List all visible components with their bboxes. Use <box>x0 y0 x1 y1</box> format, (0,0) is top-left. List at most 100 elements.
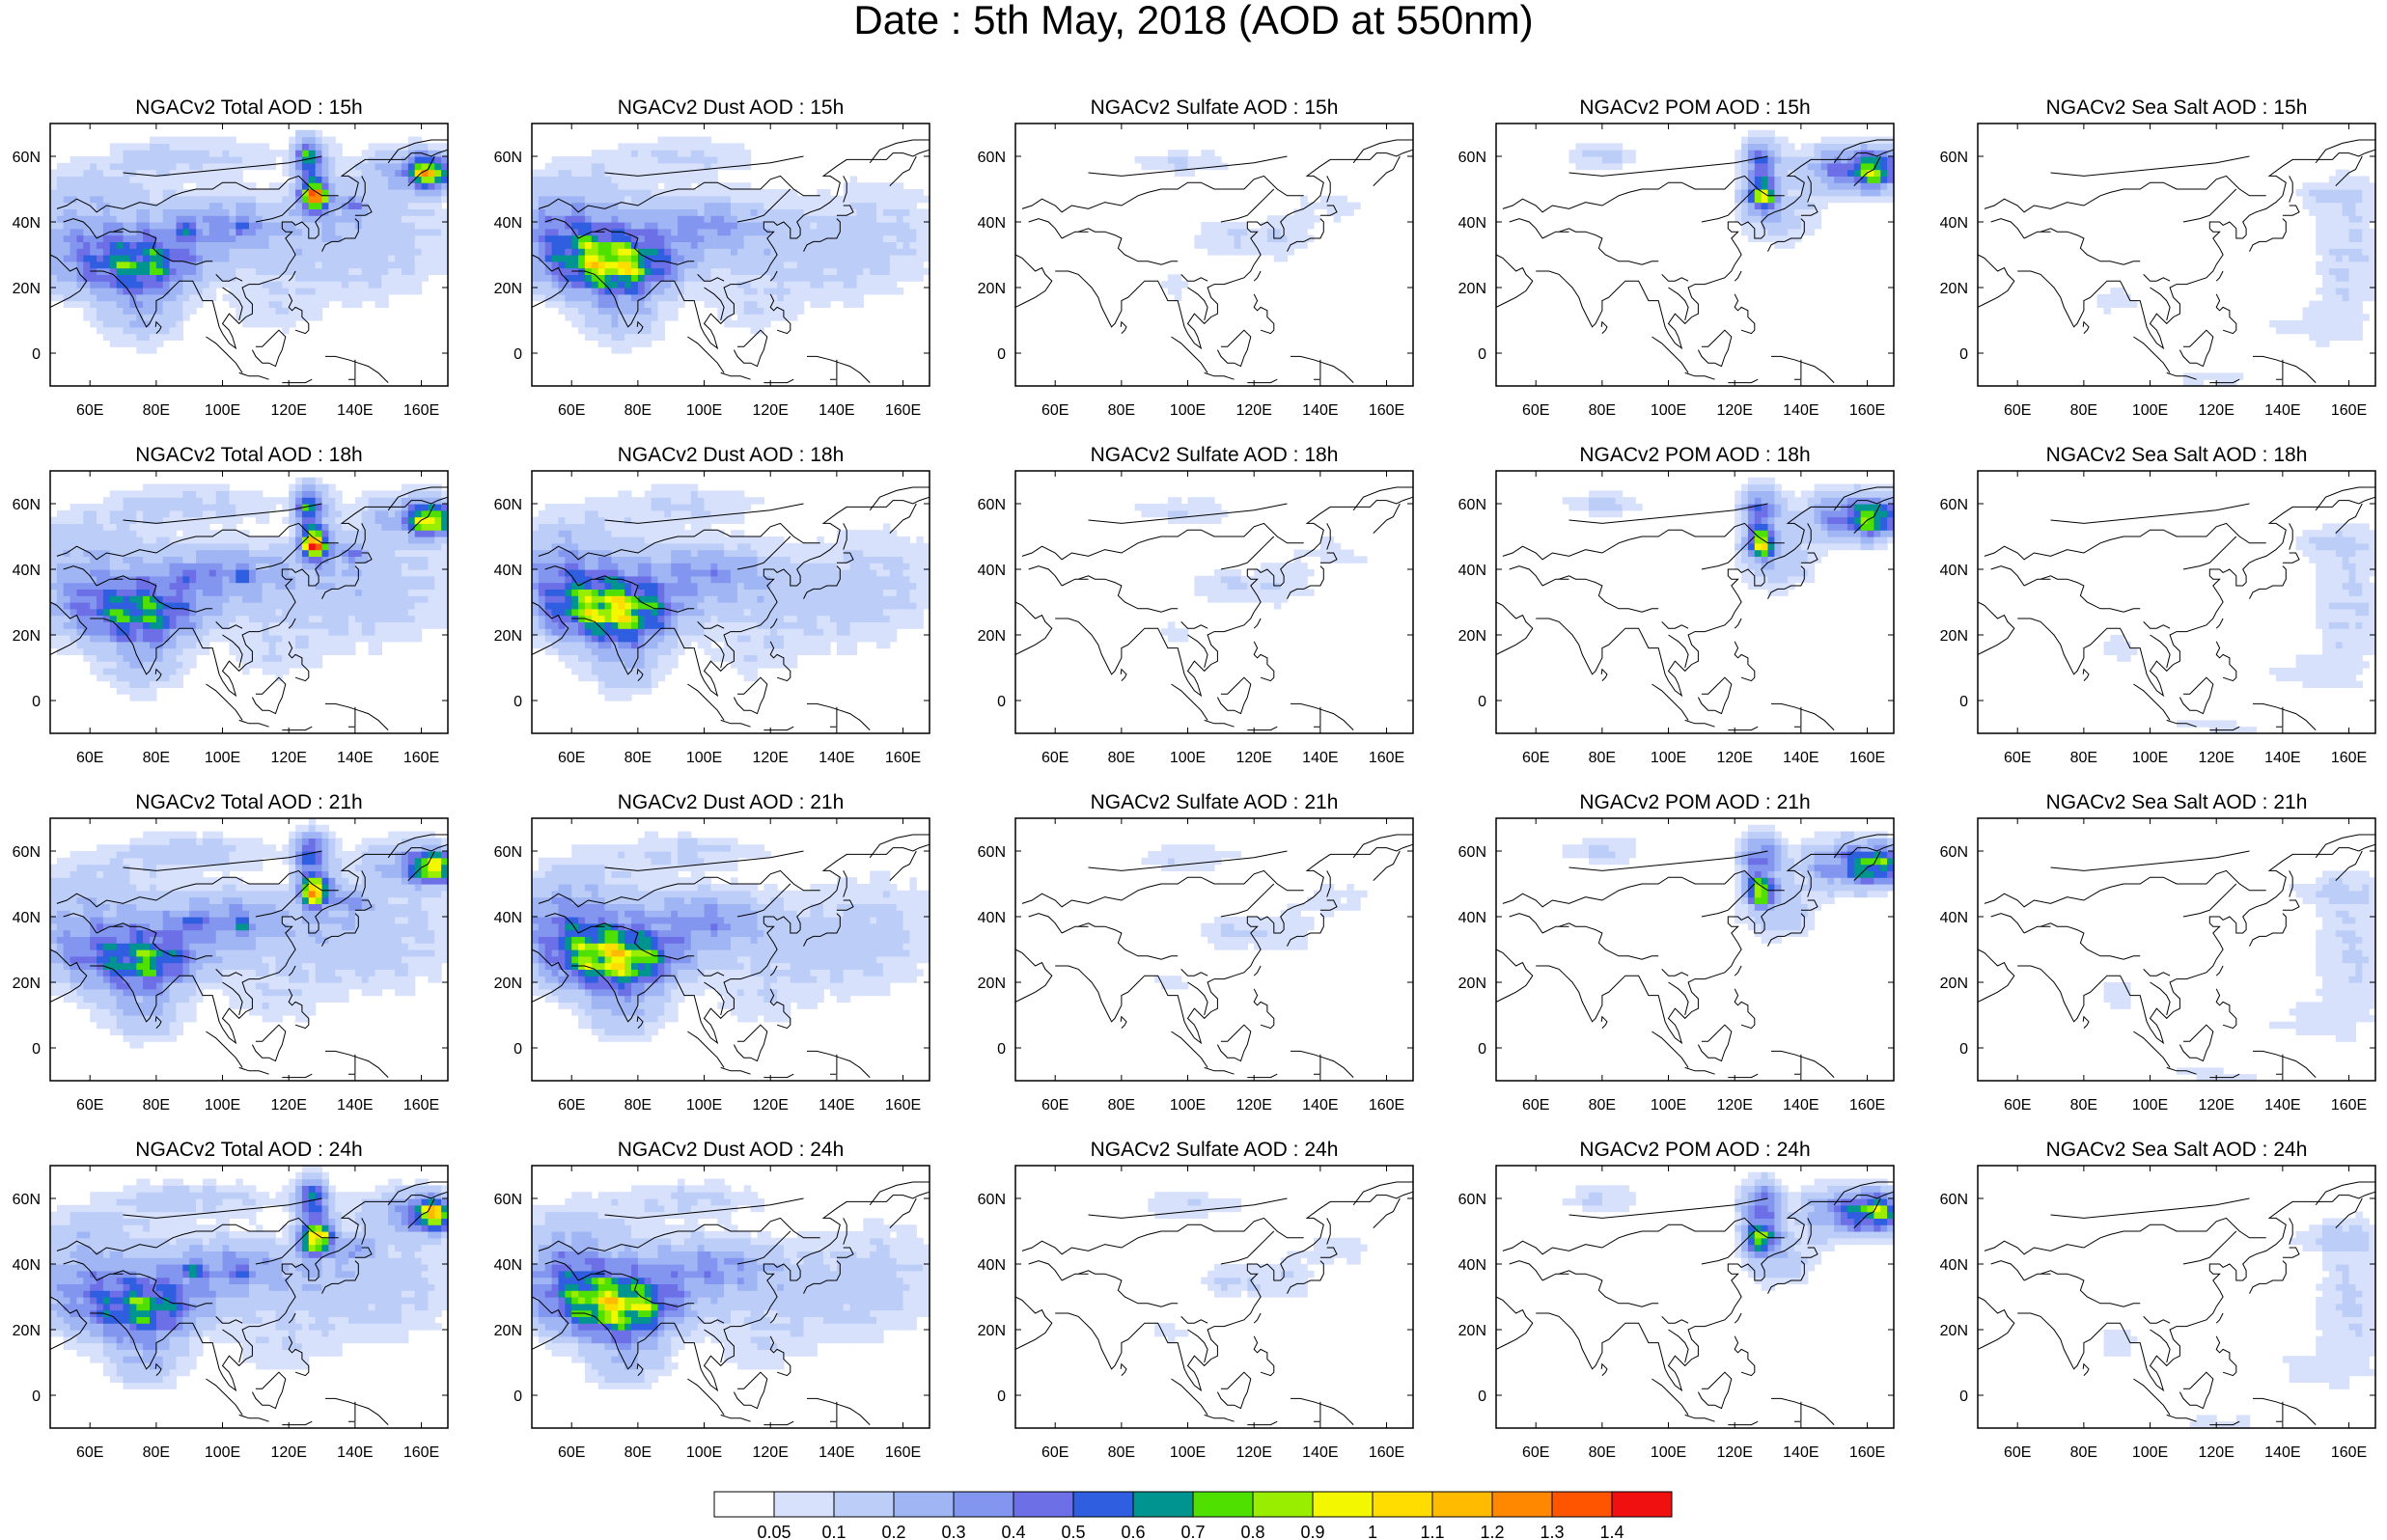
aod-cell <box>69 208 78 216</box>
aod-cell <box>2335 169 2344 177</box>
aod-cell <box>289 136 296 144</box>
aod-cell <box>249 615 257 622</box>
coastline <box>2315 139 2375 164</box>
aod-cell <box>109 654 118 662</box>
aod-cell <box>750 248 759 256</box>
aod-cell <box>162 635 171 643</box>
aod-cell <box>321 288 329 295</box>
aod-cell <box>328 234 336 242</box>
aod-cell <box>1280 241 1289 249</box>
aod-cell <box>544 169 553 177</box>
aod-cell <box>657 267 665 275</box>
aod-cell <box>1874 162 1881 171</box>
aod-cell <box>208 208 217 216</box>
aod-cell <box>604 267 612 275</box>
aod-cell <box>182 563 190 570</box>
aod-cell <box>388 248 396 256</box>
aod-cell <box>375 208 382 216</box>
aod-cell <box>1781 182 1789 190</box>
aod-cell <box>249 208 257 216</box>
aod-cell <box>348 215 356 223</box>
aod-cell <box>182 497 190 505</box>
aod-cell <box>736 222 745 230</box>
aod-cell <box>532 195 540 204</box>
aod-cell <box>102 320 111 328</box>
aod-cell <box>736 274 745 282</box>
aod-cell <box>671 274 679 282</box>
aod-cell <box>282 504 290 511</box>
aod-cell <box>2342 215 2350 223</box>
aod-cell <box>421 222 429 230</box>
aod-cell <box>222 549 230 557</box>
aod-cell <box>2355 228 2363 236</box>
aod-cell <box>282 595 290 603</box>
aod-cell <box>770 281 778 289</box>
aod-cell <box>262 654 270 662</box>
aod-cell <box>690 267 699 275</box>
aod-cell <box>63 647 71 655</box>
aod-cell <box>50 255 58 262</box>
coastline <box>1853 155 1881 186</box>
aod-cell <box>143 261 151 269</box>
aod-cell <box>215 608 224 617</box>
aod-cell <box>1820 189 1828 197</box>
aod-cell <box>102 595 111 603</box>
aod-cell <box>843 293 851 302</box>
aod-cell <box>268 288 277 295</box>
aod-cell <box>289 241 296 249</box>
aod-cell <box>664 222 672 230</box>
aod-cell <box>697 234 706 242</box>
aod-cell <box>109 288 118 295</box>
lon-tick-label: 60E <box>1522 402 1549 419</box>
aod-cell <box>354 182 363 190</box>
aod-cell <box>584 293 593 302</box>
aod-cell <box>255 602 264 610</box>
aod-cell <box>129 234 137 242</box>
aod-cell <box>222 241 230 249</box>
aod-cell <box>83 536 91 544</box>
aod-cell <box>335 255 343 262</box>
aod-cell <box>916 215 924 223</box>
aod-cell <box>783 208 791 216</box>
aod-cell <box>63 628 71 636</box>
aod-cell <box>584 162 593 171</box>
aod-cell <box>229 150 236 157</box>
coastline <box>1684 371 1715 380</box>
aod-cell <box>342 202 349 209</box>
aod-cell <box>155 169 164 177</box>
map-frame <box>1014 123 1414 387</box>
aod-cell <box>129 536 137 544</box>
aod-cell <box>196 136 204 144</box>
aod-cell <box>558 215 566 223</box>
aod-cell <box>90 261 97 269</box>
aod-cell <box>255 189 264 197</box>
aod-cell <box>335 288 343 295</box>
aod-cell <box>849 222 858 230</box>
aod-cell <box>578 261 586 269</box>
aod-cell <box>109 549 118 557</box>
aod-cell <box>176 222 183 230</box>
aod-cell <box>335 208 343 216</box>
aod-cell <box>578 274 586 282</box>
aod-cell <box>1747 182 1756 190</box>
aod-cell <box>229 589 236 596</box>
aod-cell <box>407 288 416 295</box>
aod-cell <box>2348 182 2356 190</box>
aod-cell <box>401 176 409 183</box>
aod-cell <box>697 248 706 256</box>
aod-cell <box>169 307 178 315</box>
aod-cell <box>143 608 151 617</box>
aod-cell <box>242 320 250 328</box>
aod-cell <box>710 156 718 164</box>
aod-cell <box>289 490 296 498</box>
aod-cell <box>289 314 296 321</box>
aod-cell <box>1273 222 1282 230</box>
aod-cell <box>441 215 449 223</box>
aod-cell <box>870 182 877 190</box>
aod-cell <box>757 234 764 242</box>
aod-cell <box>1300 222 1308 230</box>
aod-cell <box>597 340 606 347</box>
aod-cell <box>421 195 429 204</box>
aod-cell <box>129 248 137 256</box>
aod-cell <box>242 647 250 655</box>
